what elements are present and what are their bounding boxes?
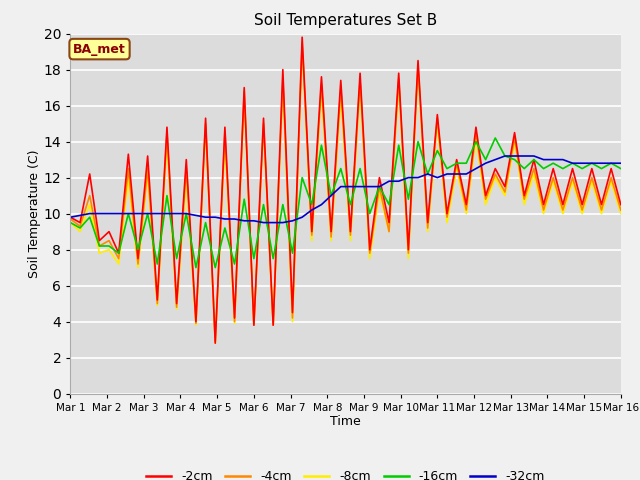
- Legend: -2cm, -4cm, -8cm, -16cm, -32cm: -2cm, -4cm, -8cm, -16cm, -32cm: [141, 465, 550, 480]
- Title: Soil Temperatures Set B: Soil Temperatures Set B: [254, 13, 437, 28]
- Y-axis label: Soil Temperature (C): Soil Temperature (C): [28, 149, 41, 278]
- X-axis label: Time: Time: [330, 415, 361, 429]
- Text: BA_met: BA_met: [73, 43, 126, 56]
